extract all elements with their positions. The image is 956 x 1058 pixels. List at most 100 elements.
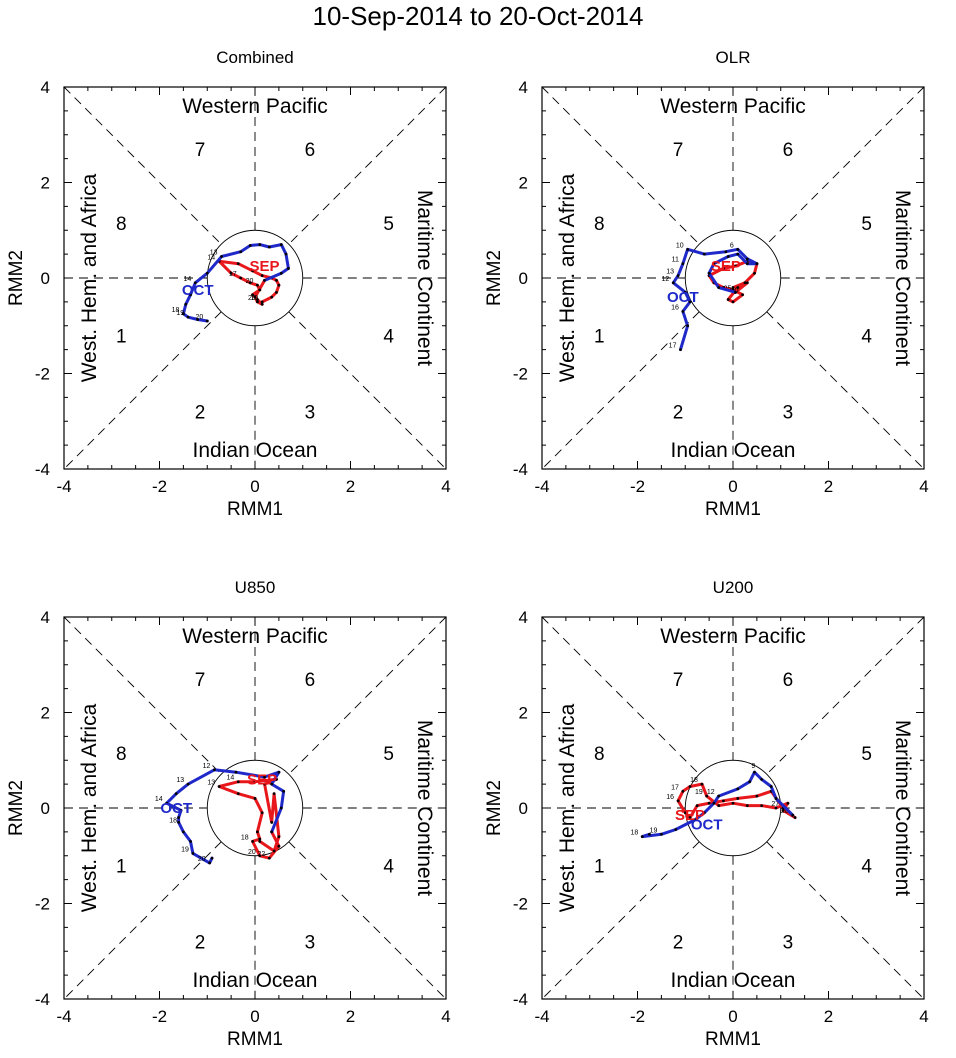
day-label: 20: [248, 849, 256, 856]
phase-number: 5: [383, 744, 394, 765]
region-label-top: Western Pacific: [182, 95, 328, 118]
unit-circle: [206, 229, 304, 327]
data-point: [181, 312, 185, 316]
data-point: [270, 830, 274, 834]
y-tick-label: -4: [513, 990, 528, 1009]
data-point: [277, 844, 281, 848]
month-label-oct: OCT: [691, 817, 723, 834]
data-point: [693, 818, 697, 822]
data-point: [253, 780, 257, 784]
y-tick-label: -4: [513, 460, 528, 479]
guide-line-se: [766, 311, 925, 470]
data-point: [253, 295, 257, 299]
data-point: [791, 813, 795, 817]
data-point: [270, 295, 274, 299]
data-point: [717, 286, 721, 289]
data-point: [724, 250, 728, 254]
guide-line-nw: [63, 616, 222, 775]
day-label: 14: [226, 775, 234, 782]
data-point: [774, 797, 778, 800]
day-label: 20: [246, 278, 254, 285]
day-label: 17: [671, 784, 679, 791]
data-point: [702, 811, 706, 815]
data-point: [717, 794, 721, 798]
phase-number: 3: [305, 933, 316, 954]
y-tick-label: -2: [35, 365, 50, 384]
data-point: [193, 281, 197, 285]
x-tick-label: 2: [824, 1007, 833, 1026]
data-point: [686, 247, 690, 251]
data-point: [743, 281, 747, 285]
y-tick-label: -4: [35, 460, 50, 479]
guide-line-se: [288, 841, 447, 1000]
data-point: [712, 801, 716, 805]
phase-number: 7: [673, 670, 684, 691]
guide-line-sw: [63, 311, 222, 470]
data-point: [745, 281, 749, 285]
data-point: [208, 861, 212, 865]
x-tick-label: 0: [728, 477, 737, 496]
unit-circle: [684, 759, 782, 857]
day-label: 17: [669, 343, 677, 350]
data-point: [755, 794, 759, 798]
phase-number: 8: [116, 744, 127, 765]
data-point: [695, 804, 699, 808]
month-label-oct: OCT: [160, 800, 192, 817]
panel-title: Combined: [216, 48, 294, 67]
data-point: [260, 274, 264, 278]
panel-title: OLR: [716, 48, 751, 67]
data-point: [251, 840, 255, 843]
day-label: 13: [207, 780, 215, 787]
data-point: [179, 808, 183, 812]
guide-line-ne: [288, 616, 447, 775]
phase-number: 3: [783, 403, 794, 424]
x-tick-label: -4: [56, 1007, 71, 1026]
phase-number: 1: [116, 856, 127, 877]
phase-number: 5: [383, 214, 394, 235]
month-label-sep: SEP: [247, 771, 277, 788]
data-point: [674, 828, 678, 831]
day-label: 28: [781, 808, 789, 815]
day-label: 25: [248, 295, 256, 302]
x-tick-label: 2: [346, 1007, 355, 1026]
day-label: 18: [630, 830, 638, 837]
day-label: 20: [195, 314, 203, 321]
day-label: 19: [650, 827, 658, 834]
data-point: [769, 785, 773, 788]
phase-number: 2: [195, 933, 206, 954]
region-label-bottom: Indian Ocean: [193, 969, 318, 992]
data-point: [700, 782, 704, 786]
data-point: [648, 832, 651, 836]
day-label: 19: [181, 846, 189, 853]
data-point: [239, 276, 243, 280]
phase-number: 1: [594, 856, 605, 877]
region-label-left: West. Hem. and Africa: [78, 703, 101, 912]
month-label-oct: OCT: [667, 289, 699, 306]
data-point: [736, 286, 740, 289]
data-point: [275, 290, 278, 294]
data-point: [248, 244, 252, 247]
month-label-oct: OCT: [182, 282, 214, 299]
day-label: 13: [666, 269, 674, 276]
data-point: [275, 278, 278, 282]
data-point: [258, 840, 262, 843]
data-point: [688, 785, 692, 788]
data-point: [676, 799, 680, 803]
guide-line-nw: [63, 86, 222, 245]
data-point: [263, 775, 266, 779]
data-point: [258, 243, 262, 246]
month-label-sep: SEP: [250, 258, 280, 275]
data-point: [239, 250, 243, 254]
x-tick-label: 4: [441, 1007, 450, 1026]
data-point: [736, 252, 740, 256]
data-point: [165, 801, 169, 805]
data-point: [287, 267, 290, 270]
panel-title: U850: [235, 578, 276, 597]
phase-number: 1: [594, 326, 605, 347]
day-label: 6: [730, 242, 734, 249]
phase-number: 2: [673, 933, 684, 954]
day-label: 9: [751, 763, 755, 770]
data-point: [702, 252, 706, 256]
data-point: [745, 804, 749, 808]
data-point: [731, 300, 735, 304]
